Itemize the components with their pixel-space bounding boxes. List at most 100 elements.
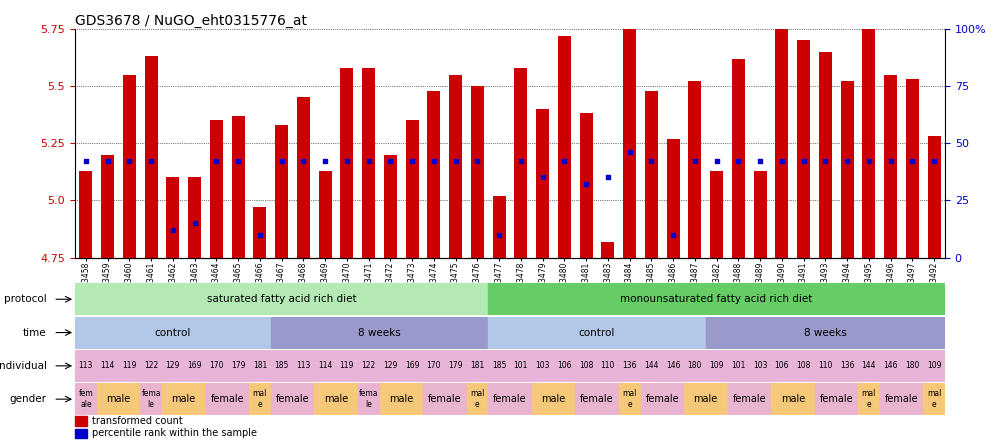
Bar (775, 17, 788, 258)
Text: transformed count: transformed count (92, 416, 182, 426)
Bar (380, 350, 401, 382)
Text: male: male (106, 394, 131, 404)
Text: 106: 106 (557, 361, 572, 370)
Bar (75, 283, 488, 315)
Bar (75, 317, 271, 349)
Text: 136: 136 (622, 361, 637, 370)
Text: female: female (645, 394, 679, 404)
Text: 185: 185 (492, 361, 506, 370)
Point (339, 158, 355, 165)
Bar (532, 383, 575, 415)
Bar (575, 350, 597, 382)
Point (600, 174, 616, 181)
Bar (793, 350, 814, 382)
Point (361, 158, 377, 165)
Bar (140, 383, 162, 415)
Point (730, 158, 746, 165)
Bar (162, 383, 206, 415)
Bar (771, 383, 814, 415)
Bar (401, 350, 423, 382)
Text: saturated fatty acid rich diet: saturated fatty acid rich diet (207, 294, 356, 304)
Text: 180: 180 (905, 361, 920, 370)
Bar (206, 383, 249, 415)
Bar (406, 120, 419, 258)
Text: 106: 106 (775, 361, 789, 370)
Bar (814, 350, 836, 382)
Bar (619, 383, 640, 415)
Bar (145, 56, 158, 258)
Bar (358, 383, 380, 415)
Bar (249, 383, 271, 415)
Text: 119: 119 (340, 361, 354, 370)
Point (252, 231, 268, 238)
Text: female: female (493, 394, 527, 404)
Text: 122: 122 (144, 361, 158, 370)
Point (448, 158, 464, 165)
Bar (580, 114, 593, 258)
Bar (466, 383, 488, 415)
Bar (706, 317, 945, 349)
Text: GDS3678 / NuGO_eht0315776_at: GDS3678 / NuGO_eht0315776_at (75, 14, 307, 28)
Bar (297, 97, 310, 258)
Text: 109: 109 (927, 361, 941, 370)
Bar (319, 170, 332, 258)
Bar (536, 109, 549, 258)
Text: female: female (428, 394, 462, 404)
Bar (514, 68, 527, 258)
Text: 114: 114 (100, 361, 115, 370)
Bar (140, 350, 162, 382)
Bar (466, 350, 488, 382)
Bar (575, 383, 619, 415)
Bar (292, 350, 314, 382)
Bar (554, 350, 575, 382)
Text: 144: 144 (862, 361, 876, 370)
Text: female: female (732, 394, 766, 404)
Bar (706, 350, 728, 382)
Text: 122: 122 (362, 361, 376, 370)
Text: 103: 103 (753, 361, 767, 370)
Text: 179: 179 (448, 361, 463, 370)
Text: mal
e: mal e (862, 389, 876, 409)
Point (839, 158, 855, 165)
Point (643, 158, 659, 165)
Bar (640, 350, 662, 382)
Bar (253, 207, 266, 258)
Bar (210, 120, 223, 258)
Text: 180: 180 (688, 361, 702, 370)
Bar (488, 317, 706, 349)
Bar (923, 350, 945, 382)
Text: 170: 170 (209, 361, 224, 370)
Bar (471, 86, 484, 258)
Text: male: male (694, 394, 718, 404)
Text: 114: 114 (318, 361, 332, 370)
Bar (162, 350, 184, 382)
Text: control: control (579, 328, 615, 337)
Text: 170: 170 (427, 361, 441, 370)
Bar (449, 75, 462, 258)
Point (230, 158, 246, 165)
Bar (510, 350, 532, 382)
Bar (532, 350, 554, 382)
Bar (640, 383, 684, 415)
Point (469, 158, 485, 165)
Bar (271, 350, 292, 382)
Bar (362, 68, 375, 258)
Point (100, 158, 116, 165)
Point (556, 158, 572, 165)
Text: 108: 108 (796, 361, 811, 370)
Bar (75, 383, 97, 415)
Text: 113: 113 (296, 361, 311, 370)
Bar (906, 79, 919, 258)
Text: 113: 113 (79, 361, 93, 370)
Bar (271, 383, 314, 415)
Bar (662, 350, 684, 382)
Point (926, 158, 942, 165)
Text: 179: 179 (231, 361, 245, 370)
Text: 8 weeks: 8 weeks (358, 328, 401, 337)
Bar (749, 350, 771, 382)
Text: 181: 181 (253, 361, 267, 370)
Bar (166, 178, 179, 258)
Point (295, 158, 311, 165)
Bar (188, 178, 201, 258)
Text: monounsaturated fatty acid rich diet: monounsaturated fatty acid rich diet (620, 294, 813, 304)
